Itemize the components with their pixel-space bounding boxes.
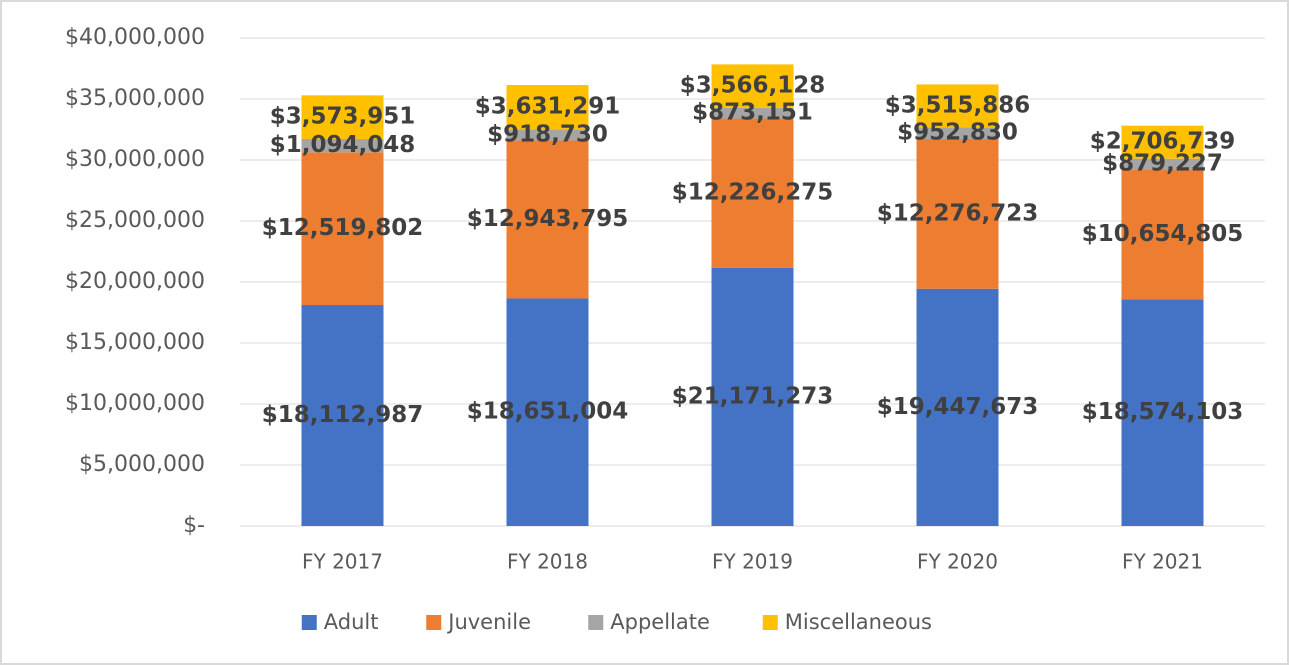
- bar-segment: [1121, 169, 1204, 300]
- bar-segment: [301, 152, 384, 306]
- legend-swatch: [426, 615, 442, 630]
- y-tick-label: $25,000,000: [65, 208, 205, 233]
- legend-label: Miscellaneous: [785, 610, 932, 634]
- data-label: $952,830: [897, 120, 1018, 146]
- bar-segment: [711, 267, 794, 526]
- y-tick-label: $20,000,000: [65, 269, 205, 294]
- bar-segment: [1121, 125, 1204, 159]
- data-label: $18,574,103: [1082, 399, 1244, 425]
- data-label: $21,171,273: [672, 383, 834, 409]
- legend-label: Juvenile: [446, 610, 531, 634]
- data-label: $12,226,275: [672, 180, 834, 206]
- data-label: $18,112,987: [262, 402, 424, 428]
- bar-segment: [711, 107, 794, 119]
- data-label: $3,515,886: [885, 92, 1031, 118]
- bar-segment: [1121, 299, 1204, 526]
- data-label: $12,943,795: [467, 206, 629, 232]
- y-tick-label: $-: [183, 513, 205, 538]
- legend-swatch: [588, 615, 604, 630]
- data-label: $3,566,128: [680, 73, 826, 99]
- legend-label: Appellate: [610, 610, 710, 634]
- bar-segment: [506, 85, 589, 130]
- bar-segment: [301, 305, 384, 526]
- legend-label: Adult: [324, 610, 379, 634]
- bar-segment: [506, 129, 589, 141]
- data-label: $879,227: [1102, 151, 1223, 177]
- data-label: $12,276,723: [877, 200, 1039, 226]
- bar-segment: [301, 138, 384, 153]
- data-label: $918,730: [487, 121, 608, 147]
- data-label: $12,519,802: [262, 215, 424, 241]
- bar-segment: [711, 118, 794, 268]
- x-tick-label: FY 2021: [1122, 550, 1203, 574]
- bar-segment: [711, 64, 794, 108]
- legend-swatch: [762, 615, 778, 630]
- x-tick-label: FY 2018: [507, 550, 588, 574]
- y-tick-label: $15,000,000: [65, 330, 205, 355]
- bar-segment: [916, 84, 999, 128]
- legend-swatch: [301, 615, 317, 630]
- bar-segment: [916, 288, 999, 526]
- bar-segment: [301, 95, 384, 139]
- x-tick-label: FY 2017: [302, 550, 383, 574]
- y-tick-label: $30,000,000: [65, 147, 205, 172]
- data-label: $3,573,951: [270, 104, 416, 130]
- bar-segment: [1121, 158, 1204, 170]
- y-tick-label: $35,000,000: [65, 86, 205, 111]
- y-tick-label: $40,000,000: [65, 25, 205, 50]
- y-tick-label: $10,000,000: [65, 391, 205, 416]
- bar-segment: [916, 138, 999, 289]
- data-label: $10,654,805: [1082, 221, 1244, 247]
- bar-segment: [506, 298, 589, 526]
- data-label: $873,151: [692, 100, 813, 126]
- x-tick-label: FY 2019: [712, 550, 793, 574]
- data-label: $19,447,673: [877, 394, 1039, 420]
- data-label: $3,631,291: [475, 94, 621, 120]
- data-label: $18,651,004: [467, 399, 629, 425]
- y-tick-label: $5,000,000: [79, 452, 205, 477]
- bar-segment: [916, 127, 999, 139]
- data-label: $1,094,048: [270, 132, 416, 158]
- data-label: $2,706,739: [1090, 129, 1236, 155]
- bar-segment: [506, 140, 589, 299]
- x-tick-label: FY 2020: [917, 550, 998, 574]
